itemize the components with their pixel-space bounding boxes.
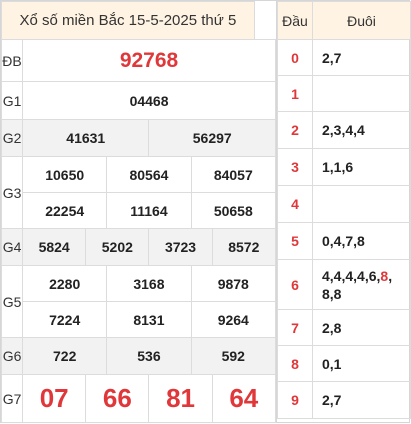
loto-table: Đầu Đuôi 0 2,7 1 2 2,3,4,4 3 1,1,6 4 — [276, 1, 411, 423]
loto-head-digit: 2 — [277, 111, 313, 149]
loto-tails: 0,1 — [312, 345, 411, 382]
prize-row-g2: G2 41631 56297 — [0, 119, 276, 157]
prize-label: G7 — [0, 374, 24, 423]
loto-head-digit: 5 — [277, 222, 313, 260]
prize-row-g4: G4 5824 5202 3723 8572 — [0, 228, 277, 266]
loto-row: 7 2,8 — [277, 309, 411, 346]
prize-label: G5 — [0, 265, 24, 338]
loto-head-digit: 0 — [277, 39, 313, 76]
prize-number: 8572 — [211, 228, 277, 266]
prize-number: 11164 — [106, 192, 192, 229]
loto-head-digit: 9 — [277, 381, 313, 419]
prize-row-g3: G3 10650 80564 84057 — [0, 156, 277, 229]
prize-number: 2280 — [22, 265, 108, 302]
loto-tail-highlight: 8 — [380, 267, 389, 284]
loto-tails-part: 8,8 — [322, 285, 342, 302]
prize-number: 41631 — [22, 119, 150, 157]
special-prize-number: 92768 — [22, 39, 276, 82]
prize-number: 9264 — [190, 301, 277, 338]
prize-number: 56297 — [148, 119, 276, 157]
prize-number: 8131 — [106, 301, 192, 338]
prize-number: 9878 — [190, 265, 277, 302]
loto-row: 3 1,1,6 — [277, 148, 411, 186]
prize-number: 722 — [22, 337, 108, 375]
loto-tails: 2,7 — [312, 381, 411, 419]
prize-number: 592 — [190, 337, 277, 375]
loto-head-digit: 1 — [277, 75, 313, 112]
loto-head-digit: 4 — [277, 185, 313, 223]
prize-number: 3723 — [148, 228, 213, 266]
loto-row: 2 2,3,4,4 — [277, 111, 411, 149]
loto-tails: 2,8 — [312, 309, 411, 346]
prize-label: G4 — [0, 228, 24, 266]
prize-number: 5202 — [85, 228, 150, 266]
prize-number: 10650 — [22, 156, 108, 193]
loto-tails: 2,3,4,4 — [312, 111, 411, 149]
prize-number: 5824 — [22, 228, 87, 266]
loto-tails: 0,4,7,8 — [312, 222, 411, 260]
loto-head-digit: 7 — [277, 309, 313, 346]
loto-row: 0 2,7 — [277, 39, 411, 76]
prize-row-g6: G6 722 536 592 — [0, 337, 277, 375]
loto-tails-part: 4,4,4,4,6, — [322, 267, 381, 284]
loto-tails: 4,4,4,4,6,8, 8,8 — [312, 259, 411, 310]
loto-row: 9 2,7 — [277, 381, 411, 419]
prize-number: 50658 — [190, 192, 277, 229]
prize-number: 22254 — [22, 192, 108, 229]
prize-row-g3-b: 22254 11164 50658 — [2, 192, 277, 229]
page-title: Xổ số miền Bắc 15-5-2025 thứ 5 — [1, 1, 255, 40]
loto-tails — [312, 75, 411, 112]
loto-head-digit: 8 — [277, 345, 313, 382]
prize-number: 66 — [85, 374, 150, 423]
head-column-label: Đầu — [277, 1, 313, 40]
loto-header: Đầu Đuôi — [277, 1, 411, 40]
loto-row: 6 4,4,4,4,6,8, 8,8 — [277, 259, 411, 310]
prize-row-g5: G5 2280 3168 9878 — [0, 265, 277, 338]
loto-head-digit: 6 — [277, 259, 313, 310]
prize-number: 7224 — [22, 301, 108, 338]
loto-row: 4 — [277, 185, 411, 223]
loto-tails — [312, 185, 411, 223]
prize-row-g5-b: 7224 8131 9264 — [2, 301, 277, 338]
loto-row: 1 — [277, 75, 411, 112]
loto-row: 8 0,1 — [277, 345, 411, 382]
title-row: Xổ số miền Bắc 15-5-2025 thứ 5 — [1, 1, 276, 40]
loto-tails-part: , — [388, 267, 393, 284]
prize-row-g7: G7 07 66 81 64 — [0, 374, 277, 423]
prize-number: 07 — [22, 374, 87, 423]
loto-tails: 2,7 — [312, 39, 411, 76]
loto-row: 5 0,4,7,8 — [277, 222, 411, 260]
prize-number: 536 — [106, 337, 192, 375]
loto-tails: 1,1,6 — [312, 148, 411, 186]
prize-label: G6 — [0, 337, 24, 375]
prize-label: G3 — [0, 156, 24, 229]
prize-label: G2 — [0, 119, 24, 157]
prize-label: G1 — [0, 81, 24, 120]
tail-column-label: Đuôi — [312, 1, 411, 40]
prize-number: 81 — [148, 374, 213, 423]
prize-number: 64 — [211, 374, 277, 423]
loto-head-digit: 3 — [277, 148, 313, 186]
prize-number: 80564 — [106, 156, 192, 193]
prize-row-db: ĐB 92768 — [0, 39, 276, 82]
prize-number: 84057 — [190, 156, 277, 193]
prize-table: Xổ số miền Bắc 15-5-2025 thứ 5 ĐB 92768 … — [0, 1, 277, 423]
prize-label: ĐB — [0, 39, 24, 82]
first-prize-number: 04468 — [22, 81, 276, 120]
prize-number: 3168 — [106, 265, 192, 302]
prize-row-g1: G1 04468 — [0, 81, 276, 120]
